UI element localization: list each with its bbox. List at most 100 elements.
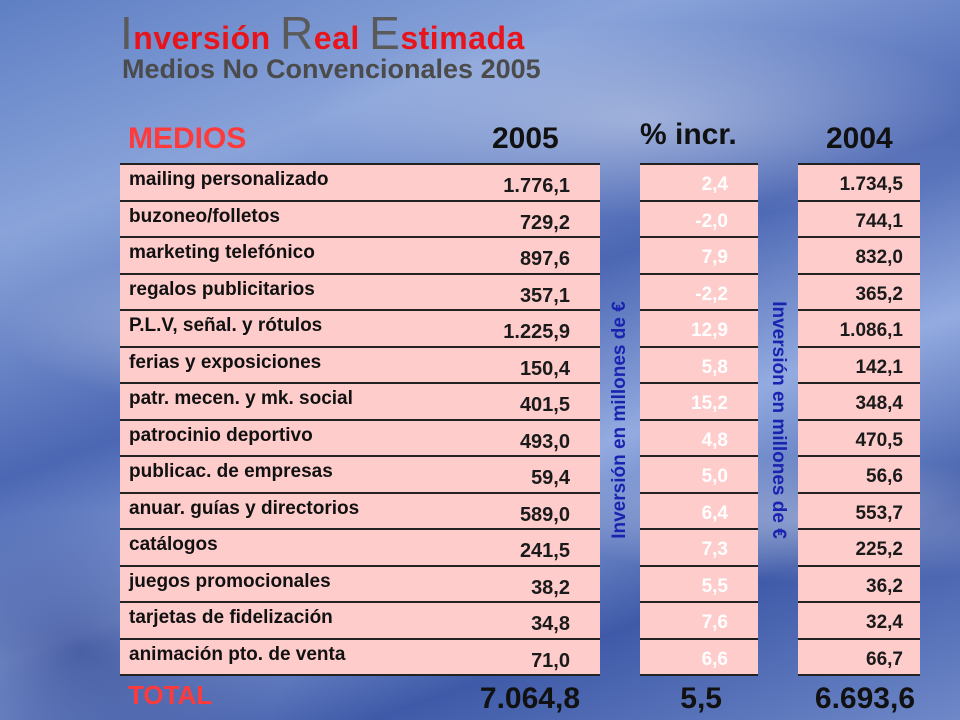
row-medio-name: P.L.V, señal. y rótulos bbox=[129, 315, 323, 336]
row-medio-name: ferias y exposiciones bbox=[129, 351, 322, 373]
row-medio-name: patrocinio deportivo bbox=[129, 424, 313, 446]
row-separator bbox=[798, 455, 920, 457]
row-separator bbox=[120, 272, 600, 275]
row-value-2005: 150,4 bbox=[519, 357, 570, 380]
row-separator bbox=[798, 528, 920, 530]
row-value-incr: 7,9 bbox=[701, 247, 728, 268]
row-value-2004: 1.086,1 bbox=[839, 320, 903, 341]
row-value-2005: 59,4 bbox=[531, 467, 570, 489]
row-value-2004: 66,7 bbox=[866, 648, 903, 670]
header-incr: % incr. bbox=[640, 118, 737, 151]
row-separator bbox=[798, 199, 920, 202]
row-separator bbox=[640, 418, 758, 421]
row-value-2005: 34,8 bbox=[531, 613, 570, 635]
row-value-2005: 71,0 bbox=[531, 649, 570, 672]
row-separator bbox=[120, 418, 600, 421]
row-medio-name: catálogos bbox=[129, 534, 218, 555]
row-separator bbox=[640, 199, 758, 202]
row-value-incr: 6,6 bbox=[701, 648, 728, 670]
row-medio-name: mailing personalizado bbox=[129, 169, 329, 190]
row-separator bbox=[120, 601, 600, 603]
title-part-1: nversión bbox=[133, 20, 281, 56]
row-value-2005: 493,0 bbox=[519, 430, 570, 453]
row-value-incr: 6,4 bbox=[701, 502, 728, 524]
row-value-incr: 15,2 bbox=[691, 393, 728, 414]
total-2004: 6.693,6 bbox=[814, 682, 915, 715]
row-value-2004: 225,2 bbox=[855, 539, 903, 560]
row-separator bbox=[798, 491, 920, 494]
title-part-3: stimada bbox=[400, 20, 525, 56]
title-part-2: eal bbox=[313, 20, 370, 56]
row-separator bbox=[120, 382, 600, 384]
row-value-2005: 401,5 bbox=[519, 394, 570, 416]
row-separator bbox=[640, 491, 758, 494]
row-value-2005: 729,2 bbox=[519, 211, 570, 234]
unit-label-right: Inversión en millones de € bbox=[768, 301, 789, 539]
row-value-2004: 470,5 bbox=[855, 429, 903, 451]
row-value-2004: 32,4 bbox=[866, 612, 903, 633]
row-medio-name: tarjetas de fidelización bbox=[129, 607, 333, 628]
row-medio-name: buzoneo/folletos bbox=[129, 205, 280, 227]
header-medios: MEDIOS bbox=[128, 122, 247, 155]
row-value-2004: 832,0 bbox=[855, 247, 903, 268]
row-value-2005: 897,6 bbox=[519, 248, 570, 270]
row-separator bbox=[120, 528, 600, 530]
row-separator bbox=[120, 236, 600, 238]
row-value-incr: 4,8 bbox=[701, 429, 728, 451]
row-value-incr: 7,6 bbox=[701, 612, 728, 633]
title-initial-3: E bbox=[369, 7, 401, 59]
row-value-2005: 1.225,9 bbox=[503, 321, 570, 343]
row-separator bbox=[640, 455, 758, 457]
unit-label-left: Inversión en millones de € bbox=[609, 301, 630, 539]
row-separator bbox=[798, 637, 920, 640]
row-medio-name: juegos promocionales bbox=[129, 570, 331, 592]
slide-title: Inversión Real Estimada bbox=[120, 6, 525, 60]
row-value-2004: 744,1 bbox=[855, 210, 903, 232]
slide-subtitle: Medios No Convencionales 2005 bbox=[122, 54, 541, 84]
row-separator bbox=[640, 345, 758, 348]
row-value-2004: 1.734,5 bbox=[839, 174, 903, 195]
row-value-incr: -2,0 bbox=[695, 210, 728, 232]
row-separator bbox=[798, 272, 920, 275]
row-medio-name: patr. mecen. y mk. social bbox=[129, 388, 353, 409]
row-separator bbox=[798, 674, 920, 676]
header-2005: 2005 bbox=[492, 122, 559, 155]
row-separator bbox=[640, 637, 758, 640]
row-separator bbox=[798, 309, 920, 311]
row-separator bbox=[120, 455, 600, 457]
row-value-2004: 553,7 bbox=[855, 502, 903, 524]
row-separator bbox=[120, 674, 600, 676]
row-separator bbox=[798, 345, 920, 348]
title-initial-2: R bbox=[280, 7, 314, 59]
row-value-2004: 348,4 bbox=[855, 393, 903, 414]
row-value-incr: -2,2 bbox=[695, 283, 728, 305]
row-separator bbox=[798, 564, 920, 567]
row-separator bbox=[640, 272, 758, 275]
row-separator bbox=[640, 163, 758, 165]
row-separator bbox=[640, 236, 758, 238]
total-incr: 5,5 bbox=[680, 682, 722, 715]
row-value-incr: 12,9 bbox=[691, 320, 728, 341]
row-value-incr: 2,4 bbox=[701, 174, 728, 195]
row-value-2004: 142,1 bbox=[855, 356, 903, 378]
row-separator bbox=[640, 528, 758, 530]
row-separator bbox=[798, 236, 920, 238]
row-separator bbox=[640, 601, 758, 603]
row-separator bbox=[640, 564, 758, 567]
row-separator bbox=[640, 674, 758, 676]
row-value-2004: 365,2 bbox=[855, 283, 903, 305]
row-value-incr: 7,3 bbox=[701, 539, 728, 560]
row-value-2004: 36,2 bbox=[866, 575, 903, 597]
row-value-incr: 5,5 bbox=[701, 575, 728, 597]
row-value-2005: 589,0 bbox=[519, 503, 570, 526]
title-initial-1: I bbox=[120, 7, 134, 59]
row-separator bbox=[120, 309, 600, 311]
row-separator bbox=[798, 382, 920, 384]
row-separator bbox=[120, 345, 600, 348]
row-separator bbox=[120, 163, 600, 165]
row-separator bbox=[640, 309, 758, 311]
total-2005: 7.064,8 bbox=[479, 682, 580, 715]
row-medio-name: anuar. guías y directorios bbox=[129, 497, 360, 519]
row-separator bbox=[640, 382, 758, 384]
row-value-2004: 56,6 bbox=[866, 466, 903, 487]
